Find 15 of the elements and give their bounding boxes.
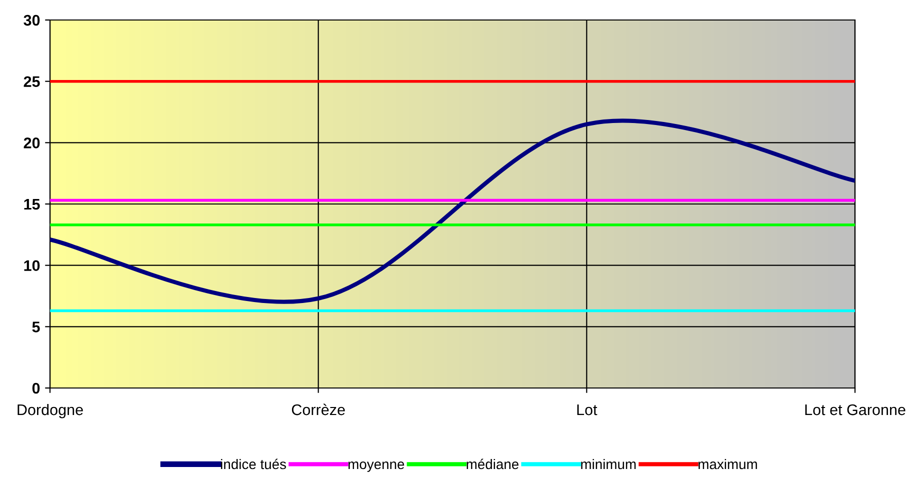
legend-label: maximum <box>698 458 757 470</box>
x-tick-label: Dordogne <box>18 404 83 418</box>
y-tick-label: 25 <box>24 76 40 88</box>
x-tick-label: Lot <box>577 404 598 416</box>
y-tick-label: 15 <box>24 199 40 210</box>
y-tick-label: 20 <box>24 138 40 148</box>
x-tick-label: Corrèze <box>292 404 345 416</box>
y-tick-label: 0 <box>32 382 40 394</box>
y-tick-label: 30 <box>24 14 40 26</box>
y-tick-label: 5 <box>32 322 40 332</box>
legend-label: médiane <box>466 458 519 470</box>
legend-label: minimum <box>581 458 636 470</box>
legend-label: moyenne <box>348 462 404 472</box>
y-tick-label: 10 <box>24 260 40 272</box>
x-tick-label: Lot et Garonne <box>805 404 906 416</box>
